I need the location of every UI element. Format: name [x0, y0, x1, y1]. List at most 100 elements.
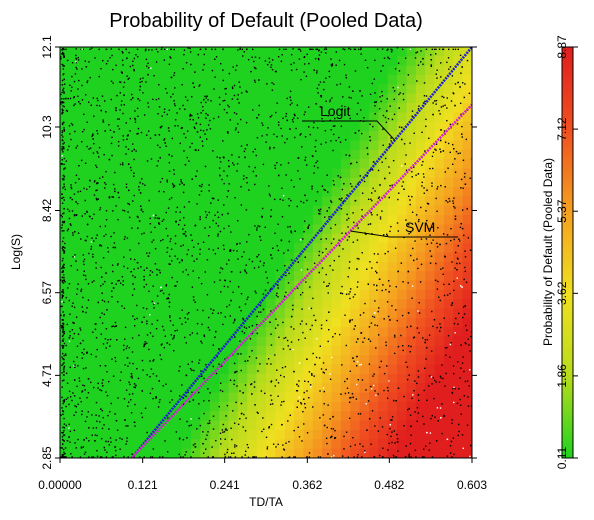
scatter-point: [146, 320, 148, 322]
heat-cell: [312, 149, 323, 160]
scatter-point: [296, 287, 299, 289]
heat-cell: [191, 112, 202, 123]
scatter-point: [93, 213, 95, 216]
scatter-point: [130, 375, 132, 378]
heat-cell: [443, 327, 454, 338]
scatter-point: [331, 97, 333, 99]
heat-cell: [387, 317, 398, 328]
scatter-point: [425, 358, 427, 360]
heat-cell: [116, 131, 127, 142]
heat-cell: [219, 121, 230, 132]
scatter-point: [128, 203, 131, 206]
scatter-point: [140, 209, 143, 211]
scatter-point: [418, 399, 420, 402]
heat-cell: [359, 112, 370, 123]
scatter-point: [419, 281, 422, 283]
heat-cell: [397, 420, 408, 431]
heat-cell: [266, 149, 276, 160]
heat-cell: [378, 383, 389, 394]
scatter-point: [456, 277, 458, 279]
scatter-point: [248, 355, 251, 358]
heat-cell: [172, 149, 183, 160]
scatter-point: [183, 133, 185, 135]
heat-cell: [125, 336, 136, 347]
scatter-point: [392, 454, 395, 457]
scatter-point: [200, 185, 203, 188]
scatter-point: [290, 63, 292, 66]
scatter-point: [94, 57, 96, 59]
heat-cell: [153, 103, 164, 113]
heat-cell: [350, 392, 361, 403]
scatter-point: [442, 48, 445, 51]
heat-cell: [453, 401, 464, 412]
heat-cell: [378, 233, 389, 244]
heat-cell: [153, 383, 164, 394]
scatter-point: [228, 456, 230, 458]
scatter-point: [170, 334, 173, 336]
scatter-point: [124, 326, 127, 329]
heat-cell: [275, 439, 286, 450]
scatter-point: [163, 329, 165, 331]
scatter-point: [204, 165, 207, 168]
scatter-point: [361, 252, 363, 254]
heat-cell: [97, 233, 108, 244]
scatter-point: [266, 134, 268, 136]
scatter-point: [439, 375, 442, 378]
heat-cell: [378, 308, 389, 319]
scatter-point: [112, 210, 114, 212]
heat-cell: [406, 112, 417, 123]
heat-cell: [322, 177, 333, 188]
heat-cell: [275, 187, 286, 198]
heat-cell: [181, 373, 192, 384]
scatter-point: [402, 181, 404, 183]
heat-cell: [106, 112, 117, 123]
heat-cell: [200, 299, 211, 310]
heat-cell: [134, 224, 145, 235]
scatter-point: [62, 338, 65, 340]
scatter-point: [333, 259, 336, 262]
scatter-point: [281, 54, 283, 56]
heat-cell: [106, 47, 117, 57]
scatter-point: [294, 136, 296, 139]
heat-cell: [453, 131, 464, 142]
heat-cell: [406, 336, 417, 347]
scatter-point: [229, 315, 232, 317]
scatter-point: [87, 378, 90, 380]
heat-cell: [97, 420, 108, 431]
scatter-point: [104, 187, 106, 189]
scatter-point: [169, 240, 171, 243]
scatter-point: [292, 308, 294, 311]
heat-cell: [387, 355, 398, 366]
heat-cell: [116, 56, 127, 67]
scatter-point: [182, 456, 184, 458]
scatter-point: [367, 198, 370, 201]
scatter-point: [162, 238, 164, 241]
scatter-point: [83, 263, 85, 266]
heat-cell: [200, 177, 211, 188]
heat-cell: [369, 411, 379, 422]
heat-cell: [443, 336, 454, 347]
heat-cell: [406, 205, 417, 216]
heat-cell: [284, 205, 295, 216]
scatter-point: [165, 383, 167, 385]
scatter-point: [92, 134, 94, 137]
heat-cell: [247, 364, 258, 375]
heat-cell: [322, 439, 333, 450]
scatter-point: [393, 456, 395, 458]
scatter-point: [299, 178, 301, 180]
heat-cell: [237, 411, 248, 422]
scatter-point: [96, 420, 98, 423]
heat-cell: [303, 140, 314, 151]
heat-cell: [181, 411, 192, 422]
heat-cell: [172, 75, 183, 85]
scatter-point: [95, 414, 97, 416]
heat-cell: [134, 196, 145, 207]
scatter-point: [67, 97, 69, 100]
scatter-point: [370, 168, 372, 171]
heat-cell: [181, 420, 192, 431]
scatter-point: [277, 124, 280, 126]
heat-cell: [294, 168, 305, 179]
scatter-point: [63, 48, 65, 51]
heat-cell: [191, 243, 202, 254]
heat-cell: [153, 327, 164, 338]
